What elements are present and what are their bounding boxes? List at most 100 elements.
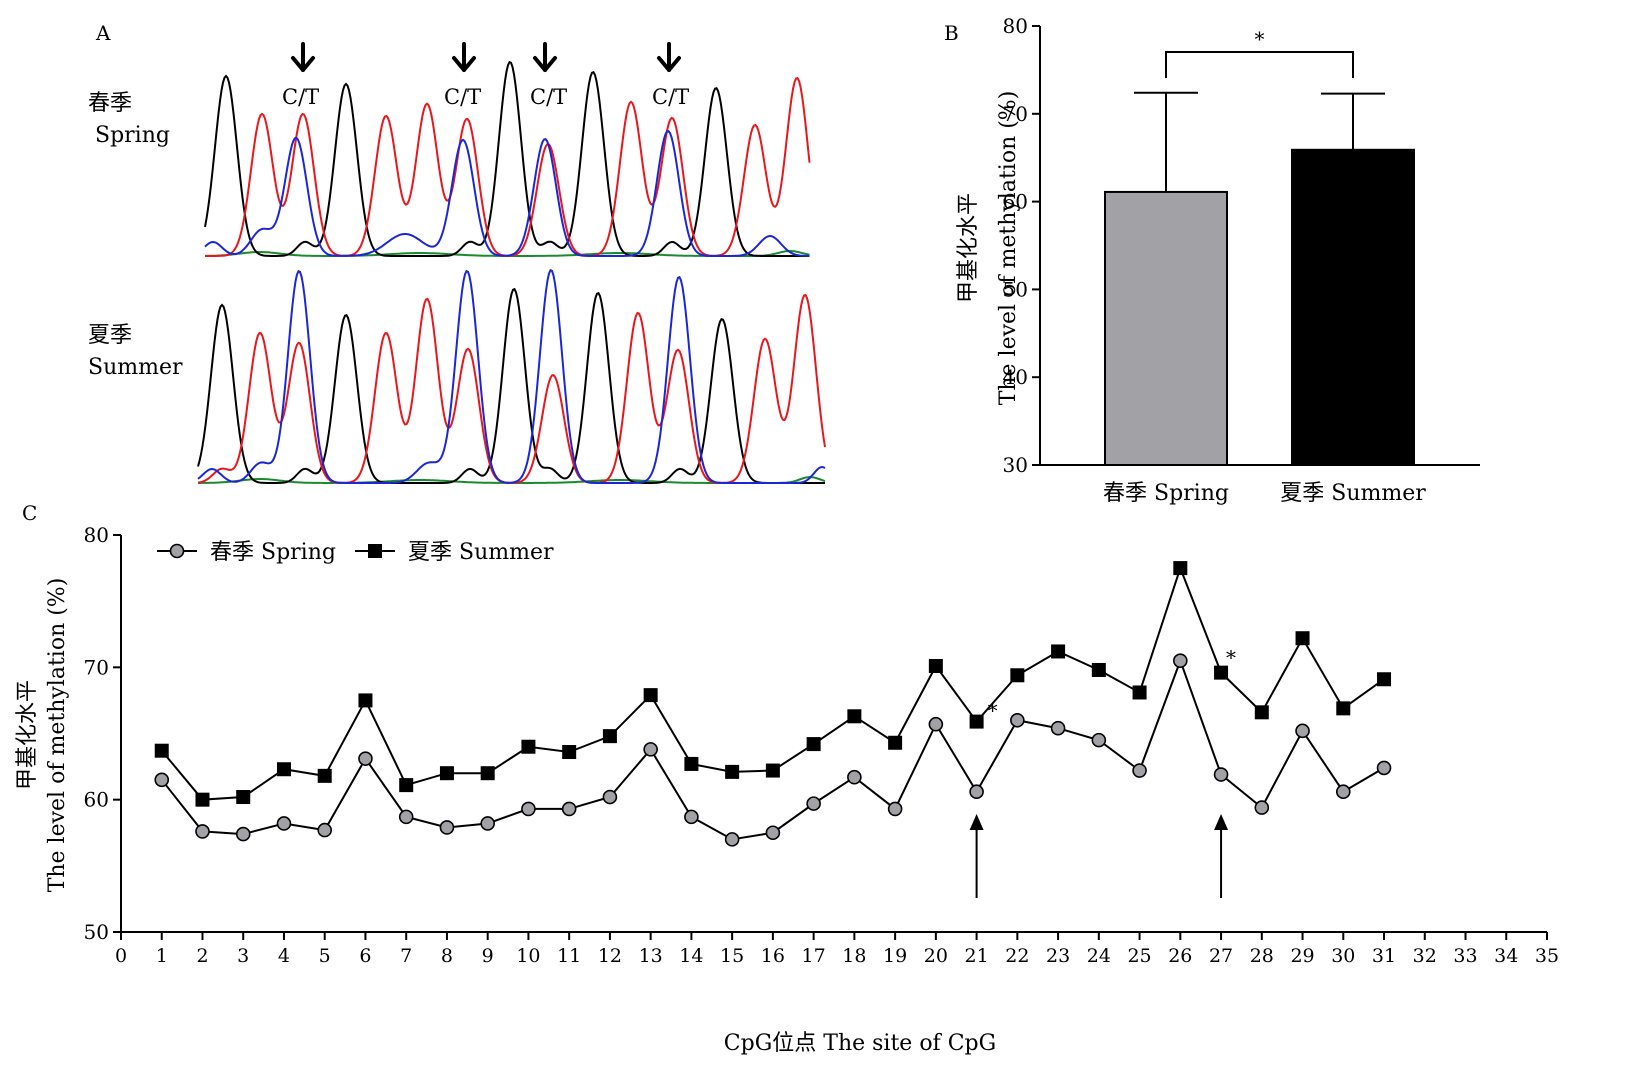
spring-point — [1091, 732, 1107, 748]
bar-category-label: 春季 Spring — [1103, 481, 1229, 506]
spring-point — [195, 824, 210, 839]
summer-point — [317, 768, 332, 783]
spring-point — [1050, 720, 1066, 736]
panel-a-letter: A — [95, 21, 111, 45]
summer-row-label-cn: 夏季 — [88, 323, 132, 348]
summer-point — [154, 743, 169, 758]
bar-y-tick-label: 40 — [1003, 365, 1028, 389]
spring-point — [317, 822, 333, 838]
spring-point — [480, 816, 495, 831]
summer-point — [806, 737, 821, 752]
up-arrow-head — [969, 814, 984, 830]
line-x-tick-label: 1 — [156, 945, 168, 967]
chromatogram-trace — [197, 287, 825, 484]
line-x-tick-label: 30 — [1331, 945, 1355, 967]
spring-point — [969, 784, 984, 800]
line-x-tick-label: 19 — [883, 945, 907, 967]
spring-point — [398, 809, 414, 825]
summer-point — [1091, 662, 1106, 677]
spring-point — [1376, 760, 1392, 776]
line-x-tick-label: 25 — [1127, 945, 1151, 967]
down-arrow-icon — [533, 42, 557, 72]
spring-point — [1335, 784, 1351, 800]
line-y-tick-label: 80 — [84, 523, 109, 547]
line-x-tick-label: 26 — [1168, 945, 1192, 967]
line-x-tick-label: 3 — [237, 945, 249, 967]
summer-point — [1051, 644, 1066, 659]
summer-point — [236, 790, 251, 805]
bar-chart: 30 40 50 60 70 80 春季 Spring 夏季 Summer * — [1003, 14, 1480, 506]
line-x-tick-label: 8 — [441, 945, 453, 967]
line-x-axis-label: CpG位点 The site of CpG — [724, 1031, 996, 1056]
summer-point — [643, 688, 658, 703]
line-x-tick-label: 33 — [1453, 945, 1477, 967]
line-x-tick-label: 31 — [1372, 945, 1396, 967]
panel-c-letter: C — [22, 501, 37, 525]
up-arrow-head — [1214, 814, 1229, 830]
spring-point — [602, 789, 618, 805]
bar-y-tick-label: 50 — [1003, 277, 1028, 301]
spring-point — [276, 816, 292, 831]
summer-point — [602, 729, 617, 744]
spring-point — [561, 801, 577, 817]
spring-point — [887, 801, 903, 817]
summer-point — [725, 764, 740, 779]
series-line — [160, 657, 1385, 841]
spring-point — [1213, 767, 1229, 782]
down-arrow-icon — [657, 42, 681, 72]
line-x-tick-label: 9 — [482, 945, 494, 967]
spring-point — [684, 809, 699, 825]
spring-point — [439, 820, 455, 835]
line-x-tick-label: 24 — [1087, 945, 1111, 967]
line-x-tick-label: 34 — [1494, 945, 1518, 967]
line-x-tick-label: 18 — [842, 945, 866, 967]
summer-point — [1295, 631, 1310, 646]
line-x-tick-label: 22 — [1005, 945, 1029, 967]
legend-spring-label: 春季 Spring — [210, 540, 336, 565]
ct-label-4: C/T — [652, 85, 689, 109]
summer-point — [888, 735, 903, 750]
panel-a: A 春季 Spring 夏季 Summer C/T C/T C/T C/T — [88, 21, 826, 484]
line-x-tick-label: 28 — [1250, 945, 1274, 967]
spring-point — [1254, 800, 1270, 815]
panel-b-letter: B — [944, 21, 959, 45]
summer-point — [1377, 672, 1392, 687]
line-x-tick-label: 29 — [1290, 945, 1314, 967]
summer-point — [928, 659, 943, 674]
bar — [1291, 148, 1415, 466]
summer-point — [358, 693, 373, 708]
line-x-tick-label: 0 — [115, 945, 127, 967]
spring-point — [643, 742, 658, 757]
line-x-tick-label: 5 — [319, 945, 331, 967]
legend: 春季 Spring 夏季 Summer — [157, 540, 554, 565]
summer-point — [195, 792, 210, 807]
summer-point — [1173, 561, 1188, 576]
line-x-tick-label: 11 — [557, 945, 581, 967]
bar-y-axis-label-en: The level of methylation (%) — [996, 91, 1021, 406]
summer-point — [684, 756, 699, 771]
line-x-tick-label: 32 — [1413, 945, 1437, 967]
line-y-tick-label: 60 — [84, 788, 109, 812]
chromatogram-summer — [197, 268, 826, 484]
line-x-tick-label: 20 — [924, 945, 948, 967]
spring-point — [521, 801, 536, 817]
line-x-tick-label: 17 — [802, 945, 826, 967]
chromatogram-spring — [204, 60, 811, 257]
line-x-tick-label: 16 — [761, 945, 785, 967]
line-y-tick-label: 70 — [84, 655, 109, 679]
bar-y-tick-label: 30 — [1003, 453, 1028, 477]
line-x-tick-label: 4 — [278, 945, 290, 967]
panel-b: B 甲基化水平 The level of methylation (%) 30 4… — [944, 14, 1480, 506]
spring-point — [806, 796, 821, 811]
line-y-axis-label-en: The level of methylation (%) — [45, 578, 70, 893]
spring-point — [1295, 723, 1310, 739]
ct-label-3: C/T — [530, 85, 567, 109]
spring-point — [724, 832, 740, 847]
spring-point — [154, 772, 170, 788]
spring-point — [847, 769, 862, 785]
line-x-tick-label: 15 — [720, 945, 744, 967]
down-arrow-icon — [452, 42, 476, 72]
summer-point — [1214, 665, 1229, 680]
summer-point — [276, 762, 291, 777]
